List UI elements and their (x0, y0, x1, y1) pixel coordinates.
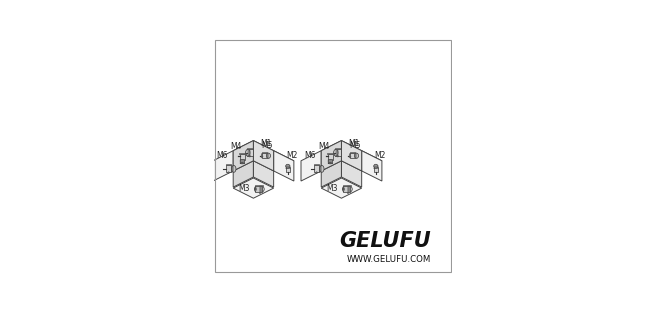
Text: M6: M6 (216, 151, 228, 160)
Text: M3: M3 (239, 184, 250, 193)
Bar (247, 149, 253, 156)
Text: M1: M1 (260, 139, 271, 148)
Bar (226, 164, 231, 165)
Circle shape (316, 172, 317, 173)
Circle shape (228, 172, 229, 173)
Bar (247, 148, 253, 149)
Text: M2: M2 (286, 151, 298, 160)
Polygon shape (321, 141, 361, 161)
Ellipse shape (261, 154, 263, 158)
Bar (226, 165, 231, 172)
Ellipse shape (374, 164, 378, 168)
Circle shape (343, 188, 344, 190)
Text: M4: M4 (318, 142, 330, 151)
Text: M2: M2 (374, 151, 385, 160)
Bar (314, 165, 319, 172)
Polygon shape (254, 141, 274, 171)
Polygon shape (213, 151, 233, 181)
Bar (240, 159, 244, 163)
Polygon shape (259, 192, 260, 193)
Polygon shape (346, 192, 348, 193)
Bar (286, 167, 290, 172)
Polygon shape (254, 161, 274, 187)
Bar (255, 186, 262, 192)
Ellipse shape (328, 163, 333, 164)
Polygon shape (233, 178, 274, 198)
Ellipse shape (347, 186, 352, 192)
Ellipse shape (286, 164, 290, 168)
Polygon shape (274, 151, 294, 181)
Text: M5: M5 (349, 141, 360, 150)
Circle shape (255, 188, 256, 190)
Polygon shape (341, 161, 361, 187)
Polygon shape (341, 151, 382, 171)
Polygon shape (321, 161, 341, 187)
Bar (262, 152, 267, 153)
Circle shape (337, 156, 339, 157)
Ellipse shape (240, 163, 244, 164)
Ellipse shape (246, 149, 250, 156)
Circle shape (330, 162, 331, 164)
Polygon shape (321, 141, 341, 171)
Bar (350, 152, 355, 153)
Bar (240, 154, 245, 160)
Polygon shape (233, 161, 254, 187)
Ellipse shape (259, 186, 264, 192)
Polygon shape (233, 141, 274, 161)
Polygon shape (341, 141, 361, 171)
Text: WWW.GELUFU.COM: WWW.GELUFU.COM (346, 255, 431, 264)
Circle shape (249, 156, 250, 157)
Text: M4: M4 (231, 142, 242, 151)
Ellipse shape (231, 166, 236, 172)
Bar (314, 164, 319, 165)
Polygon shape (301, 151, 321, 181)
Bar (328, 159, 333, 163)
Ellipse shape (266, 153, 270, 158)
Ellipse shape (320, 166, 324, 172)
Bar (335, 149, 341, 156)
Ellipse shape (349, 154, 350, 158)
Bar (350, 153, 355, 159)
Bar (343, 186, 350, 192)
Bar (335, 148, 341, 149)
Bar (343, 185, 350, 186)
Ellipse shape (343, 187, 344, 191)
Polygon shape (233, 141, 254, 171)
Polygon shape (254, 151, 294, 171)
Text: M6: M6 (304, 151, 316, 160)
Polygon shape (361, 151, 382, 181)
Text: M3: M3 (326, 184, 338, 193)
Circle shape (242, 162, 243, 164)
Ellipse shape (333, 149, 338, 156)
Bar (262, 153, 267, 159)
Ellipse shape (255, 187, 256, 191)
Text: M1: M1 (348, 139, 359, 148)
Text: M5: M5 (261, 141, 272, 150)
Polygon shape (321, 178, 361, 198)
Bar (255, 185, 263, 186)
Bar (328, 154, 333, 160)
Bar (374, 167, 378, 172)
Ellipse shape (354, 153, 359, 158)
Text: GELUFU: GELUFU (339, 231, 431, 251)
